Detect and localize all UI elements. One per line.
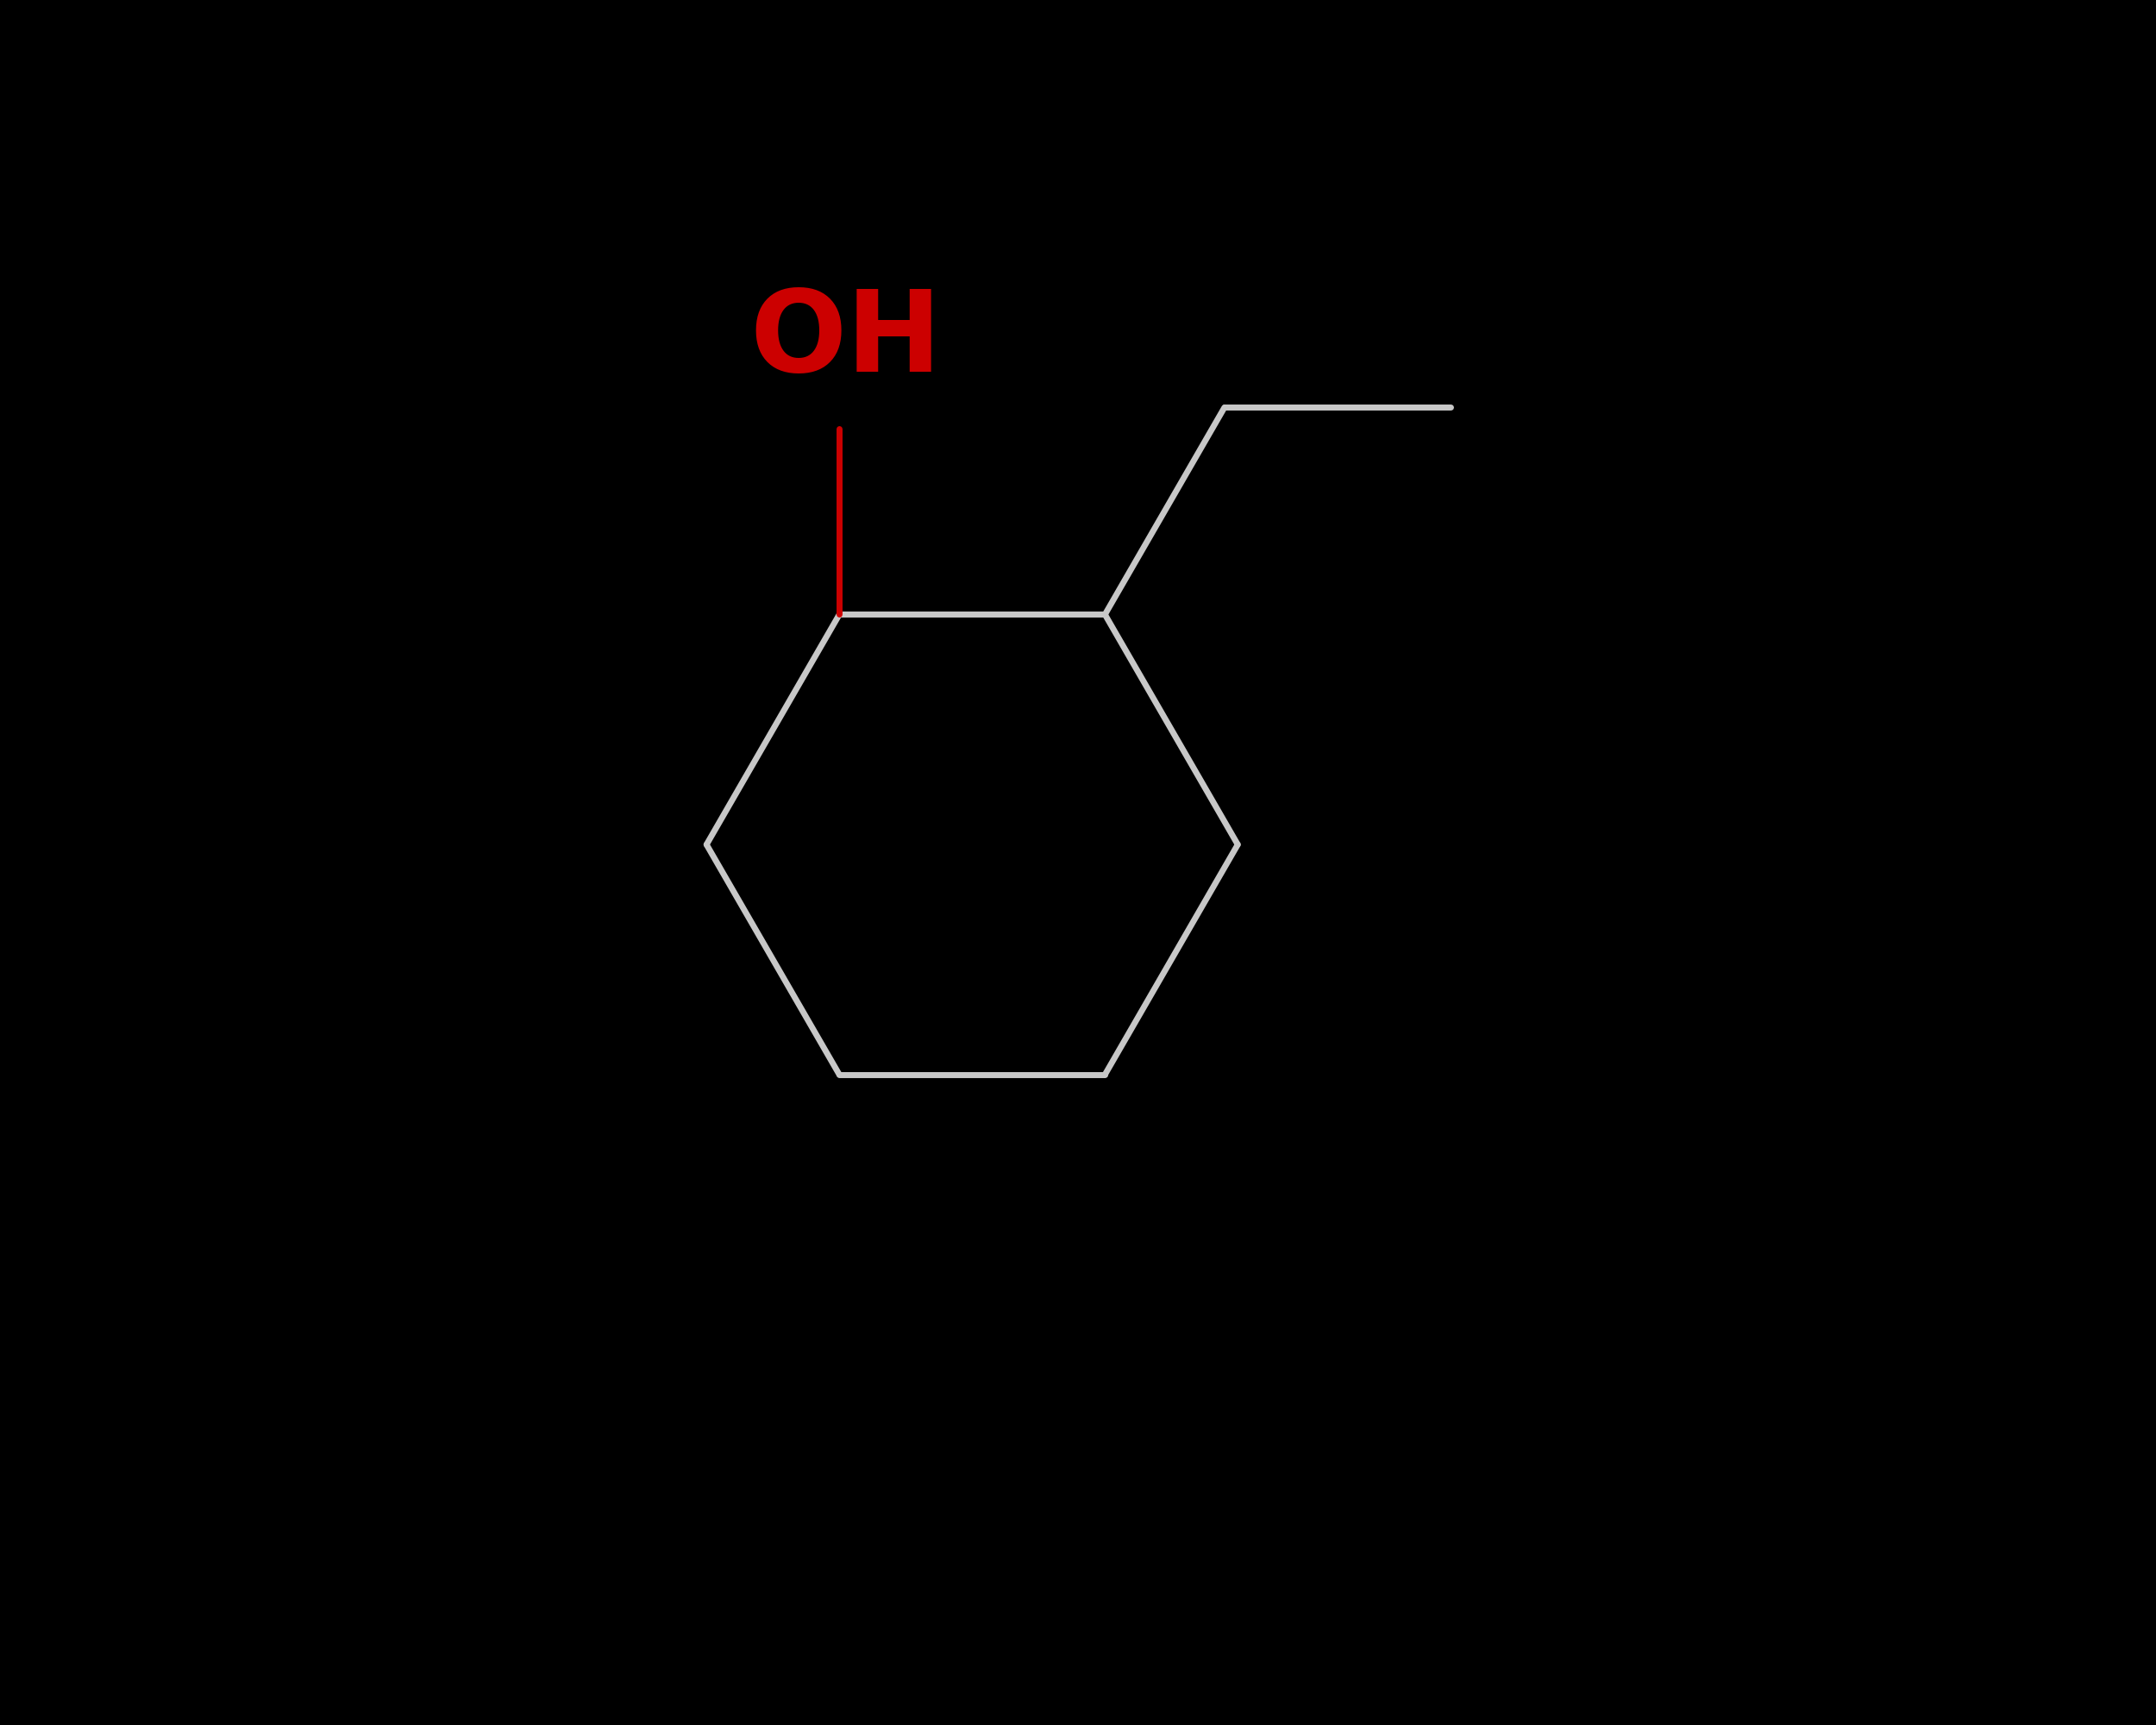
Text: OH: OH [750,286,942,395]
